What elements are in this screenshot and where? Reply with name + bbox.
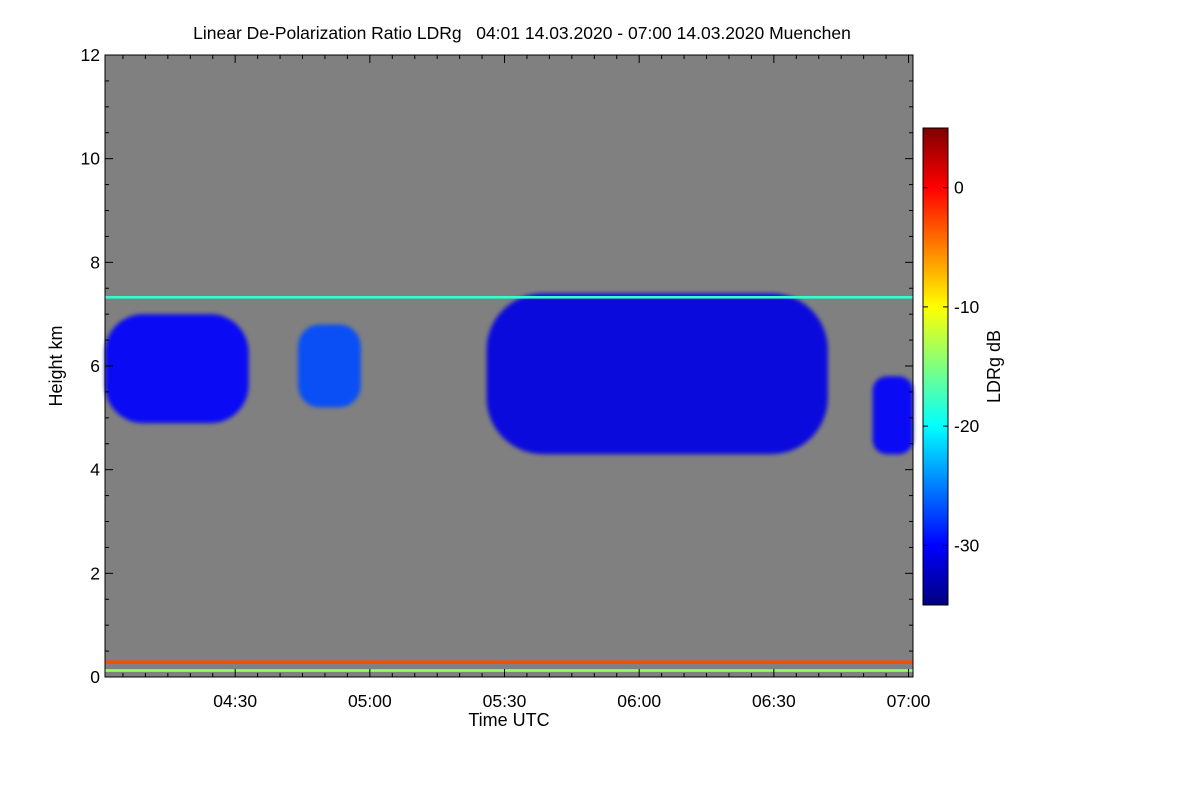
- cloud-layer-4: [872, 376, 913, 455]
- plot-area: [104, 54, 914, 678]
- x-axis-label: Time UTC: [468, 710, 549, 730]
- cloud-layer-3: [486, 293, 828, 455]
- y-tick-label: 6: [90, 356, 100, 376]
- x-tick-label: 06:00: [617, 691, 661, 711]
- colorbar-label: LDRg dB: [984, 330, 1004, 403]
- y-tick-label: 2: [90, 563, 100, 583]
- cloud-layer-2: [298, 324, 361, 408]
- colorbar-ticks: 0 -10 -20 -30: [923, 178, 980, 555]
- cloud-layer-1: [105, 314, 249, 424]
- data-features: [105, 293, 913, 672]
- y-axis: 0 2 4 6 8 10 12: [81, 45, 913, 687]
- y-tick-label: 8: [90, 252, 100, 272]
- x-tick-label: 05:30: [483, 691, 527, 711]
- colorbar-tick-label: 0: [954, 178, 964, 198]
- x-tick-label: 07:00: [887, 691, 931, 711]
- x-tick-label: 06:30: [752, 691, 796, 711]
- top-band: [105, 296, 913, 299]
- y-tick-label: 12: [81, 45, 100, 65]
- y-tick-label: 10: [81, 149, 101, 169]
- y-tick-label: 4: [90, 460, 100, 480]
- x-tick-label: 05:00: [348, 691, 392, 711]
- colorbar-tick-label: -30: [954, 535, 980, 555]
- surface-band: [105, 669, 913, 672]
- colorbar-tick-label: -10: [954, 297, 980, 317]
- near-surface-band: [105, 660, 913, 664]
- x-tick-label: 04:30: [213, 691, 257, 711]
- colorbar-gradient: [922, 127, 949, 606]
- colorbar: 0 -10 -20 -30 LDRg dB: [922, 127, 1004, 606]
- x-axis: 04:30 05:00 05:30 06:00 06:30 07:00: [122, 55, 931, 711]
- chart-title: Linear De-Polarization Ratio LDRg 04:01 …: [193, 23, 851, 43]
- colorbar-tick-label: -20: [954, 416, 980, 436]
- y-tick-label: 0: [90, 667, 100, 687]
- y-axis-label: Height km: [46, 325, 66, 406]
